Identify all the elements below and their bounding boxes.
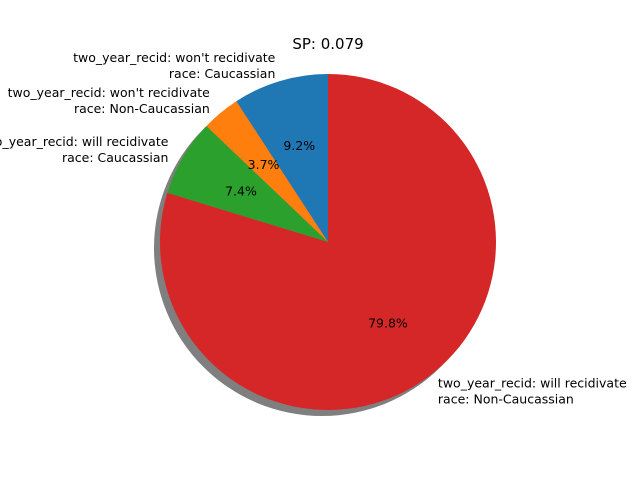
pie-percent-labels: 9.2%3.7% 7.4% 79.8%: [225, 138, 408, 331]
pie-category-label-line1: two_year_recid: won't recidivate: [73, 50, 276, 65]
pie-category-label-line2: race: Non-Caucassian: [74, 101, 210, 116]
pie-percent-label-1: 3.7%: [248, 157, 280, 172]
chart-title: SP: 0.079: [292, 35, 363, 53]
pie-category-label-line2: race: Caucassian: [169, 66, 275, 81]
pie-slice-2: [167, 126, 328, 242]
pie-slice-0: [236, 74, 328, 242]
pie-category-label-1: two_year_recid: won't recidivate race: No…: [8, 85, 211, 116]
pie-percent-label-0: 9.2%: [283, 138, 315, 153]
pie-category-label-line1: two_year_recid: won't recidivate: [8, 85, 211, 100]
pie-slice-3: [160, 74, 497, 410]
pie-slice-1: [206, 101, 328, 242]
pie-category-labels: two_year_recid: won't recidivate race: Ca…: [0, 50, 627, 407]
pie-slices: [160, 74, 497, 410]
pie-percent-label-2: 7.4%: [225, 184, 257, 199]
pie-category-label-line2: race: Caucassian: [62, 150, 168, 165]
pie-category-label-line2: race: Non-Caucassian: [438, 392, 574, 407]
pie-category-label-line1: two_year_recid: will recidivate: [438, 376, 627, 391]
pie-percent-label-3: 79.8%: [368, 316, 408, 331]
pie-category-label-line1: two_year_recid: will recidivate: [0, 134, 169, 149]
pie-category-label-3: two_year_recid: will recidivate race: Non…: [438, 376, 627, 407]
pie-category-label-0: two_year_recid: won't recidivate race: Ca…: [73, 50, 276, 81]
